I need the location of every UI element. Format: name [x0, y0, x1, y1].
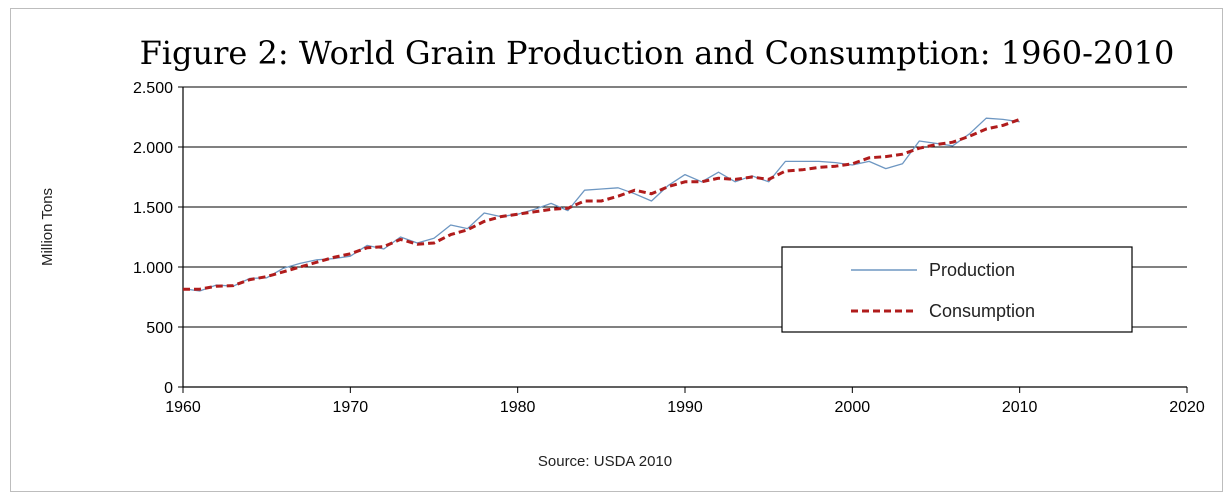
x-tick-label: 1990: [667, 399, 703, 416]
y-tick-label: 0: [164, 380, 173, 397]
x-tick-label: 1960: [165, 399, 201, 416]
legend: Production Consumption: [781, 246, 1133, 333]
legend-box: [781, 246, 1133, 333]
chart-title: Figure 2: World Grain Production and Con…: [140, 34, 1175, 72]
x-tick-label: 2020: [1169, 399, 1205, 416]
legend-label-consumption: Consumption: [929, 301, 1035, 321]
series-line-consumption: [183, 117, 1021, 291]
y-tick-label: 500: [146, 320, 173, 337]
source-note: Source: USDA 2010: [538, 453, 672, 470]
legend-label-production: Production: [929, 260, 1015, 280]
y-tick-label: 2.500: [133, 80, 173, 97]
x-tick-label: 1980: [500, 399, 536, 416]
y-tick-label: 1.000: [133, 260, 173, 277]
y-axis-label: Million Tons: [39, 188, 56, 266]
x-tick-label: 2010: [1002, 399, 1038, 416]
y-tick-label: 1.500: [133, 200, 173, 217]
x-tick-label: 2000: [835, 399, 871, 416]
x-tick-label: 1970: [333, 399, 369, 416]
y-tick-label: 2.000: [133, 140, 173, 157]
